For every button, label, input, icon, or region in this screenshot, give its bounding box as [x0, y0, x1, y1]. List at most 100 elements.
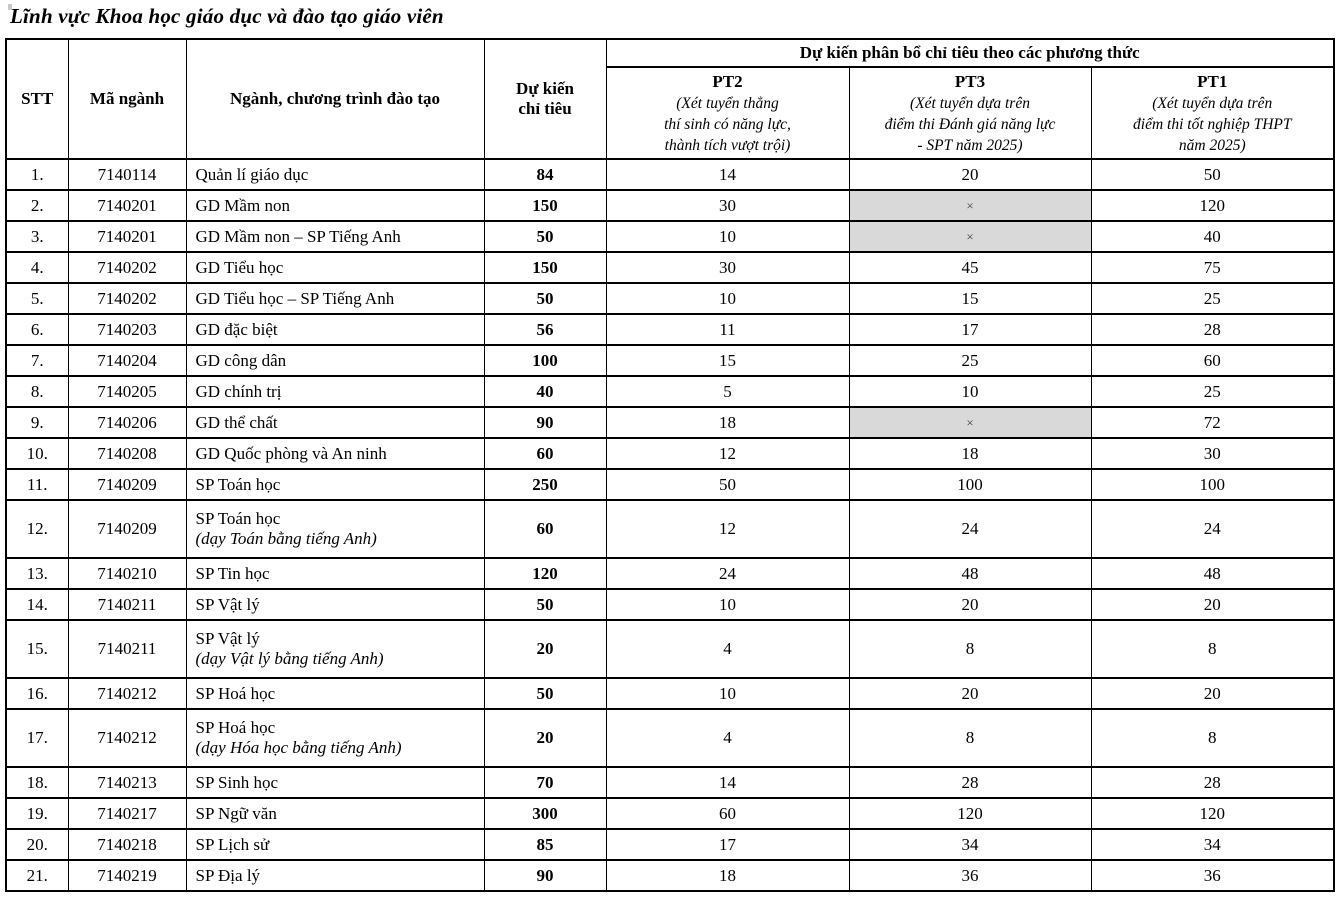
program-cell: GD công dân	[185, 344, 485, 377]
table-row: 5. 7140202 GD Tiểu học – SP Tiếng Anh 50 10 1…	[5, 282, 1335, 315]
pt3-cell: 100	[848, 468, 1092, 501]
program-note: (dạy Vật lý bằng tiếng Anh)	[195, 649, 384, 668]
quota-cell: 90	[483, 406, 607, 439]
program-name: GD công dân	[195, 350, 287, 370]
stt-cell: 6.	[5, 313, 69, 346]
program-name: GD đặc biệt	[195, 319, 278, 339]
quota-cell: 60	[483, 499, 607, 559]
pt1-cell: 20	[1090, 677, 1335, 710]
quota-cell: 250	[483, 468, 607, 501]
program-cell: SP Hoá học (dạy Hóa học bằng tiếng Anh)	[185, 708, 485, 768]
pt1-cell: 25	[1090, 282, 1335, 315]
pt2-cell: 10	[605, 677, 850, 710]
table-row: 11. 7140209 SP Toán học 250 50 100 100	[5, 468, 1335, 501]
program-name: SP Vật lý	[195, 594, 260, 614]
pt2-label: PT2	[712, 71, 743, 91]
quota-cell: 60	[483, 437, 607, 470]
quota-cell: 85	[483, 828, 607, 861]
program-cell: SP Tin học	[185, 557, 485, 590]
program-cell: SP Toán học (dạy Toán bằng tiếng Anh)	[185, 499, 485, 559]
header-row-methods: PT2 (Xét tuyển thẳng thí sinh có năng lự…	[6, 66, 1335, 160]
pt2-cell: 4	[605, 708, 850, 768]
quota-cell: 50	[483, 282, 607, 315]
stt-cell: 2.	[5, 189, 69, 222]
pt2-cell: 12	[605, 499, 850, 559]
quota-cell: 84	[483, 158, 607, 191]
pt3-label: PT3	[954, 71, 986, 91]
stt-cell: 21.	[5, 859, 69, 892]
pt3-cell: 20	[848, 588, 1092, 621]
quota-cell: 50	[483, 220, 607, 253]
quota-cell: 70	[483, 766, 607, 799]
major-code-cell: 7140212	[67, 708, 187, 768]
pt1-label: PT1	[1197, 71, 1228, 91]
pt1-cell: 120	[1090, 189, 1335, 222]
pt3-cell: 36	[848, 859, 1092, 892]
pt2-cell: 5	[605, 375, 850, 408]
program-cell: SP Lịch sử	[185, 828, 485, 861]
program-name: GD Mầm non – SP Tiếng Anh	[195, 226, 401, 246]
stt-cell: 16.	[5, 677, 69, 710]
program-cell: GD Mầm non	[185, 189, 485, 222]
table-row: 16. 7140212 SP Hoá học 50 10 20 20	[5, 677, 1335, 710]
program-cell: SP Địa lý	[185, 859, 485, 892]
program-name: GD Tiểu học – SP Tiếng Anh	[195, 288, 395, 308]
pt3-cell: 45	[848, 251, 1092, 284]
program-name: GD Tiểu học	[195, 257, 284, 277]
header-program: Ngành, chương trình đào tạo	[185, 38, 485, 160]
stt-cell: 19.	[5, 797, 69, 830]
major-code-cell: 7140204	[67, 344, 187, 377]
table-row: 17. 7140212 SP Hoá học (dạy Hóa học bằng ti…	[5, 708, 1335, 768]
stt-cell: 17.	[5, 708, 69, 768]
major-code-cell: 7140219	[67, 859, 187, 892]
major-code-cell: 7140202	[67, 251, 187, 284]
quota-cell: 100	[483, 344, 607, 377]
header-quota: Dự kiến chỉ tiêu	[483, 38, 607, 160]
major-code-cell: 7140202	[67, 282, 187, 315]
header-pt1: PT1 (Xét tuyển dựa trên điểm thi tốt ngh…	[1090, 66, 1335, 160]
major-code-cell: 7140209	[67, 468, 187, 501]
major-code-cell: 7140201	[67, 220, 187, 253]
pt3-cell: 10	[848, 375, 1092, 408]
pt1-cell: 120	[1090, 797, 1335, 830]
pt2-cell: 60	[605, 797, 850, 830]
program-name: GD chính trị	[195, 381, 282, 401]
pt3-cell: 48	[848, 557, 1092, 590]
stt-cell: 5.	[5, 282, 69, 315]
program-name: SP Hoá học	[195, 718, 276, 737]
table-row: 2. 7140201 GD Mầm non 150 30 × 120	[5, 189, 1335, 222]
program-name: SP Toán học	[195, 474, 281, 494]
pt1-cell: 25	[1090, 375, 1335, 408]
program-name: SP Sinh học	[195, 772, 279, 792]
table-row: 4. 7140202 GD Tiểu học 150 30 45 75	[5, 251, 1335, 284]
table-row: 10. 7140208 GD Quốc phòng và An ninh 60 12 18…	[5, 437, 1335, 470]
program-name: SP Địa lý	[195, 865, 261, 885]
quota-cell: 50	[483, 588, 607, 621]
pt2-cell: 14	[605, 158, 850, 191]
pt3-cell: 15	[848, 282, 1092, 315]
major-code-cell: 7140211	[67, 588, 187, 621]
program-cell: GD đặc biệt	[185, 313, 485, 346]
quota-cell: 56	[483, 313, 607, 346]
pt1-cell: 24	[1090, 499, 1335, 559]
header-row-allocation: STT Mã ngành Ngành, chương trình đào tạo…	[5, 38, 1335, 160]
major-code-cell: 7140208	[67, 437, 187, 470]
pt3-cell: 20	[848, 158, 1092, 191]
quota-cell: 50	[483, 677, 607, 710]
table-row: 20. 7140218 SP Lịch sử 85 17 34 34	[5, 828, 1335, 861]
program-name: GD Mầm non	[195, 195, 290, 215]
pt2-cell: 24	[605, 557, 850, 590]
pt3-cell: ×	[848, 406, 1092, 439]
header-allocation: Dự kiến phân bổ chỉ tiêu theo các phương…	[605, 38, 1335, 68]
pt3-cell: 28	[848, 766, 1092, 799]
quota-cell: 150	[483, 189, 607, 222]
pt1-cell: 8	[1090, 708, 1335, 768]
major-code-cell: 7140213	[67, 766, 187, 799]
pt1-cell: 72	[1090, 406, 1335, 439]
program-note: (dạy Hóa học bằng tiếng Anh)	[195, 738, 402, 757]
pt3-cell: 25	[848, 344, 1092, 377]
pt1-cell: 75	[1090, 251, 1335, 284]
stt-cell: 1.	[5, 158, 69, 191]
quota-table: STT Mã ngành Ngành, chương trình đào tạo…	[5, 38, 1336, 892]
table-row: 18. 7140213 SP Sinh học 70 14 28 28	[5, 766, 1335, 799]
